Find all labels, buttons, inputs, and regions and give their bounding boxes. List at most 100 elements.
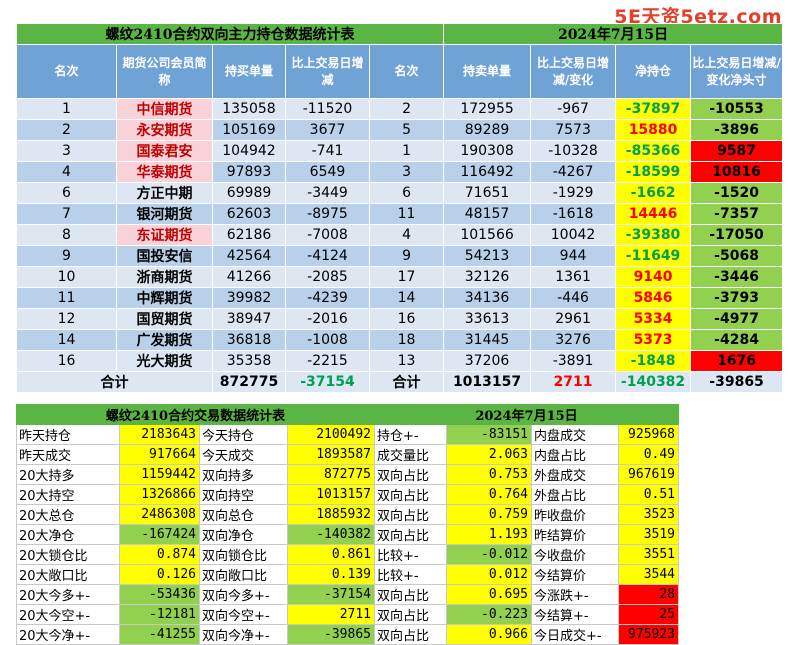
sell-rank-cell: 11 (368, 203, 445, 225)
net-change-cell: 1676 (690, 350, 784, 372)
sell-rank-cell: 3 (368, 161, 445, 183)
buy-cell: 135058 (212, 98, 286, 120)
header-buy: 持买单量 (212, 44, 286, 99)
stat-label: 昨天持仓 (16, 424, 120, 445)
stat-label: 外盘占比 (531, 484, 619, 505)
sell-cell: 190308 (443, 140, 532, 162)
buy-cell: 39982 (212, 287, 286, 309)
stat-value: 0.753 (446, 464, 532, 485)
broker-cell: 东证期货 (116, 224, 213, 246)
table-row: 7 银河期货 62603 -8975 11 48157 -1618 14446 -7357 (16, 203, 784, 225)
buy-cell: 36818 (212, 329, 286, 351)
table-date: 2024年7月15日 (443, 23, 784, 45)
table-title: 螺纹2410合约双向主力持仓数据统计表 (15, 23, 445, 45)
stat-label: 20大今空+- (16, 604, 120, 625)
rank-cell: 7 (16, 203, 117, 225)
sell-rank-cell: 18 (368, 329, 445, 351)
stat-label: 今天持仓 (199, 424, 288, 445)
stat-label: 今结算价 (531, 564, 619, 585)
stat-value: 1326866 (119, 484, 200, 505)
stat-label: 今天成交 (199, 444, 288, 465)
rank-cell: 12 (16, 308, 117, 330)
stat-value: 0.51 (617, 484, 680, 505)
buy-change-cell: -741 (285, 140, 370, 162)
stat-label: 昨天成交 (16, 444, 120, 465)
net-cell: -1848 (615, 350, 692, 372)
rank-cell: 6 (16, 182, 117, 204)
buy-cell: 42564 (212, 245, 286, 267)
table-row: 20大持多 1159442 双向持多 872775 双向占比 0.753 外盘成交 96761… (16, 464, 680, 485)
sell-cell: 172955 (443, 98, 532, 120)
net-change-cell: -3446 (690, 266, 784, 288)
stat-label: 双向占比 (374, 584, 447, 605)
buy-cell: 35358 (212, 350, 286, 372)
sell-change-cell: -4267 (530, 161, 617, 183)
stat-label: 今收盘价 (531, 544, 619, 565)
sell-rank-cell: 2 (368, 98, 445, 120)
stat-label: 20大持空 (16, 484, 120, 505)
stat-value: 2100492 (287, 424, 375, 445)
stat-label: 双向持空 (199, 484, 288, 505)
sell-cell: 34136 (443, 287, 532, 309)
stat-value: -12181 (119, 604, 200, 625)
sell-change-cell: -967 (530, 98, 617, 120)
stat-value: 1159442 (119, 464, 200, 485)
sell-change-cell: -3891 (530, 350, 617, 372)
stat-label: 内盘占比 (531, 444, 619, 465)
sell-rank-cell: 9 (368, 245, 445, 267)
sell-cell: 37206 (443, 350, 532, 372)
header-sell-rank: 名次 (368, 44, 445, 99)
broker-cell: 永安期货 (116, 119, 213, 141)
stat-label: 今涨跌+- (531, 584, 619, 605)
header-net: 净持仓 (615, 44, 692, 99)
header-rank: 名次 (16, 44, 117, 99)
sell-change-cell: -1618 (530, 203, 617, 225)
buy-cell: 62603 (212, 203, 286, 225)
total-buy: 872775 (212, 371, 286, 393)
header-sell-change: 比上交易日增减/变化 (530, 44, 617, 99)
rank-cell: 4 (16, 161, 117, 183)
stat-label: 20大今多+- (16, 584, 120, 605)
stat-value: 0.874 (119, 544, 200, 565)
stat-value: 1.193 (446, 524, 532, 545)
buy-change-cell: -4124 (285, 245, 370, 267)
total-label-2: 合计 (368, 371, 445, 393)
net-change-cell: -10553 (690, 98, 784, 120)
sell-change-cell: 7573 (530, 119, 617, 141)
sell-cell: 33613 (443, 308, 532, 330)
stat-value: 0.764 (446, 484, 532, 505)
buy-cell: 38947 (212, 308, 286, 330)
table-row: 20大锁仓比 0.874 双向锁仓比 0.861 比较+- -0.012 今收盘价 3551 (16, 544, 680, 565)
net-cell: -1662 (615, 182, 692, 204)
sell-rank-cell: 16 (368, 308, 445, 330)
sell-change-cell: 10042 (530, 224, 617, 246)
stat-label: 20大净仓 (16, 524, 120, 545)
stat-value: -53436 (119, 584, 200, 605)
rank-cell: 8 (16, 224, 117, 246)
net-cell: 15880 (615, 119, 692, 141)
sell-rank-cell: 4 (368, 224, 445, 246)
stat-label: 持仓+- (374, 424, 447, 445)
net-change-cell: -4284 (690, 329, 784, 351)
table-row: 11 中辉期货 39982 -4239 14 34136 -446 5846 -3793 (16, 287, 784, 309)
sell-cell: 71651 (443, 182, 532, 204)
sell-change-cell: 3276 (530, 329, 617, 351)
net-cell: -18599 (615, 161, 692, 183)
stat-label: 比较+- (374, 564, 447, 585)
stat-value: 0.126 (119, 564, 200, 585)
sell-cell: 101566 (443, 224, 532, 246)
table-row: 8 东证期货 62186 -7008 4 101566 10042 -39380 -17050 (16, 224, 784, 246)
header-buy-change: 比上交易日增减 (285, 44, 370, 99)
stat-label: 双向持多 (199, 464, 288, 485)
table-title-row: 螺纹2410合约交易数据统计表 2024年7月15日 (16, 404, 680, 425)
net-cell: 5334 (615, 308, 692, 330)
table-date: 2024年7月15日 (373, 404, 680, 425)
net-change-cell: -3896 (690, 119, 784, 141)
rank-cell: 11 (16, 287, 117, 309)
buy-change-cell: -1008 (285, 329, 370, 351)
buy-cell: 41266 (212, 266, 286, 288)
total-row: 合计 872775 -37154 合计 1013157 2711 -140382 -39865 (16, 371, 784, 393)
broker-cell: 国泰君安 (116, 140, 213, 162)
table-title-row: 螺纹2410合约双向主力持仓数据统计表 2024年7月15日 (15, 23, 784, 45)
stat-value: -0.012 (446, 544, 532, 565)
